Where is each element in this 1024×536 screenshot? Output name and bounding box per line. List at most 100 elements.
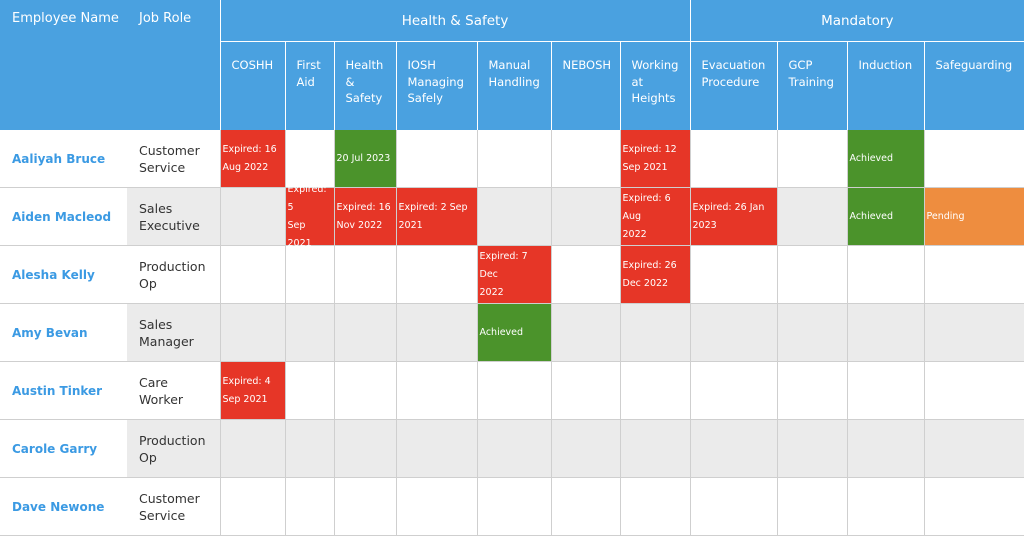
- training-cell[interactable]: [396, 245, 478, 304]
- training-cell[interactable]: Expired: 7 Dec 2022: [477, 245, 552, 304]
- training-cell[interactable]: [220, 303, 286, 362]
- training-cell[interactable]: [551, 187, 621, 246]
- training-cell[interactable]: Expired: 6 Aug 2022: [620, 187, 691, 246]
- training-cell[interactable]: [777, 303, 848, 362]
- training-cell[interactable]: Expired: 26 Dec 2022: [620, 245, 691, 304]
- training-cell[interactable]: Expired: 26 Jan 2023: [690, 187, 778, 246]
- header-course-row: COSHH First Aid Health & Safety IOSH Managi…: [0, 41, 1024, 130]
- training-cell[interactable]: [690, 130, 778, 188]
- training-cell[interactable]: [551, 130, 621, 188]
- training-cell[interactable]: [285, 361, 335, 420]
- training-cell[interactable]: [690, 477, 778, 536]
- employee-name-link[interactable]: Aaliyah Bruce: [0, 130, 127, 188]
- column-header-safeguarding[interactable]: Safeguarding: [923, 41, 1024, 130]
- training-cell[interactable]: [551, 245, 621, 304]
- training-cell[interactable]: [690, 245, 778, 304]
- column-header-health-safety[interactable]: Health & Safety: [333, 41, 396, 130]
- training-cell[interactable]: [396, 130, 478, 188]
- training-cell[interactable]: [220, 245, 286, 304]
- training-cell[interactable]: [777, 187, 848, 246]
- employee-name-link[interactable]: Alesha Kelly: [0, 245, 127, 304]
- training-cell[interactable]: Expired: 16 Aug 2022: [220, 130, 286, 188]
- training-cell[interactable]: [847, 361, 925, 420]
- training-cell[interactable]: [777, 361, 848, 420]
- training-status-badge: Expired: 12 Sep 2021: [620, 130, 690, 187]
- training-cell[interactable]: [396, 361, 478, 420]
- training-cell[interactable]: [334, 419, 397, 478]
- training-cell[interactable]: Expired: 4 Sep 2021: [220, 361, 286, 420]
- column-header-evacuation[interactable]: Evacuation Procedure: [689, 41, 777, 130]
- training-cell[interactable]: [551, 477, 621, 536]
- training-cell[interactable]: [620, 477, 691, 536]
- training-cell[interactable]: [847, 245, 925, 304]
- training-cell[interactable]: [396, 303, 478, 362]
- training-cell[interactable]: Expired: 2 Sep 2021: [396, 187, 478, 246]
- training-cell[interactable]: [285, 130, 335, 188]
- column-header-coshh[interactable]: COSHH: [219, 41, 285, 130]
- training-cell[interactable]: [551, 419, 621, 478]
- training-cell[interactable]: Expired: 16 Nov 2022: [334, 187, 397, 246]
- training-cell[interactable]: [396, 419, 478, 478]
- training-cell[interactable]: [924, 245, 1024, 304]
- training-cell[interactable]: [334, 303, 397, 362]
- training-cell[interactable]: [777, 419, 848, 478]
- column-header-gcp[interactable]: GCP Training: [776, 41, 847, 130]
- employee-name-link[interactable]: Dave Newone: [0, 477, 127, 536]
- column-header-induction[interactable]: Induction: [846, 41, 924, 130]
- training-cell[interactable]: [924, 361, 1024, 420]
- training-cell[interactable]: [690, 419, 778, 478]
- training-cell[interactable]: [285, 303, 335, 362]
- training-cell[interactable]: [924, 303, 1024, 362]
- training-cell[interactable]: [285, 477, 335, 536]
- training-cell[interactable]: [690, 303, 778, 362]
- training-cell[interactable]: [334, 477, 397, 536]
- training-cell[interactable]: [924, 130, 1024, 188]
- training-cell[interactable]: [477, 477, 552, 536]
- training-cell[interactable]: [285, 419, 335, 478]
- employee-name-link[interactable]: Austin Tinker: [0, 361, 127, 420]
- training-cell[interactable]: Expired: 5 Sep 2021: [285, 184, 335, 249]
- training-cell[interactable]: [220, 187, 286, 246]
- training-cell[interactable]: [847, 477, 925, 536]
- training-cell[interactable]: [924, 419, 1024, 478]
- column-header-working-heights[interactable]: Working at Heights: [619, 41, 690, 130]
- column-header-manual-handling[interactable]: Manual Handling: [476, 41, 551, 130]
- training-cell[interactable]: [777, 130, 848, 188]
- employee-name-link[interactable]: Amy Bevan: [0, 303, 127, 362]
- training-cell[interactable]: [477, 130, 552, 188]
- training-cell[interactable]: [285, 245, 335, 304]
- training-cell[interactable]: [334, 361, 397, 420]
- employee-name-link[interactable]: Carole Garry: [0, 419, 127, 478]
- training-cell[interactable]: [334, 245, 397, 304]
- training-cell[interactable]: [620, 361, 691, 420]
- training-cell[interactable]: [690, 361, 778, 420]
- training-cell[interactable]: [396, 477, 478, 536]
- training-cell[interactable]: Achieved: [847, 187, 925, 246]
- employee-name-link[interactable]: Aiden Macleod: [0, 187, 127, 246]
- column-header-iosh[interactable]: IOSH Managing Safely: [395, 41, 477, 130]
- training-cell[interactable]: [777, 477, 848, 536]
- column-header-employee-name[interactable]: Employee Name: [0, 0, 127, 130]
- table-row: Alesha Kelly Production Op Expired: 7 Dec …: [0, 245, 1024, 304]
- training-cell[interactable]: [477, 419, 552, 478]
- training-cell[interactable]: [847, 303, 925, 362]
- training-cell[interactable]: [477, 361, 552, 420]
- column-header-first-aid[interactable]: First Aid: [284, 41, 334, 130]
- training-cell[interactable]: [551, 361, 621, 420]
- training-cell[interactable]: [477, 187, 552, 246]
- training-cell[interactable]: Achieved: [847, 130, 925, 188]
- training-cell[interactable]: [924, 477, 1024, 536]
- training-cell[interactable]: [620, 419, 691, 478]
- training-cell[interactable]: 20 Jul 2023: [334, 130, 397, 188]
- training-cell[interactable]: Expired: 12 Sep 2021: [620, 130, 691, 188]
- training-cell[interactable]: Achieved: [477, 303, 552, 362]
- column-header-job-role[interactable]: Job Role: [127, 0, 220, 130]
- training-cell[interactable]: [847, 419, 925, 478]
- training-cell[interactable]: [620, 303, 691, 362]
- training-cell[interactable]: [551, 303, 621, 362]
- training-cell[interactable]: [220, 477, 286, 536]
- training-cell[interactable]: Pending: [924, 187, 1024, 246]
- training-cell[interactable]: [777, 245, 848, 304]
- column-header-nebosh[interactable]: NEBOSH: [550, 41, 620, 130]
- training-cell[interactable]: [220, 419, 286, 478]
